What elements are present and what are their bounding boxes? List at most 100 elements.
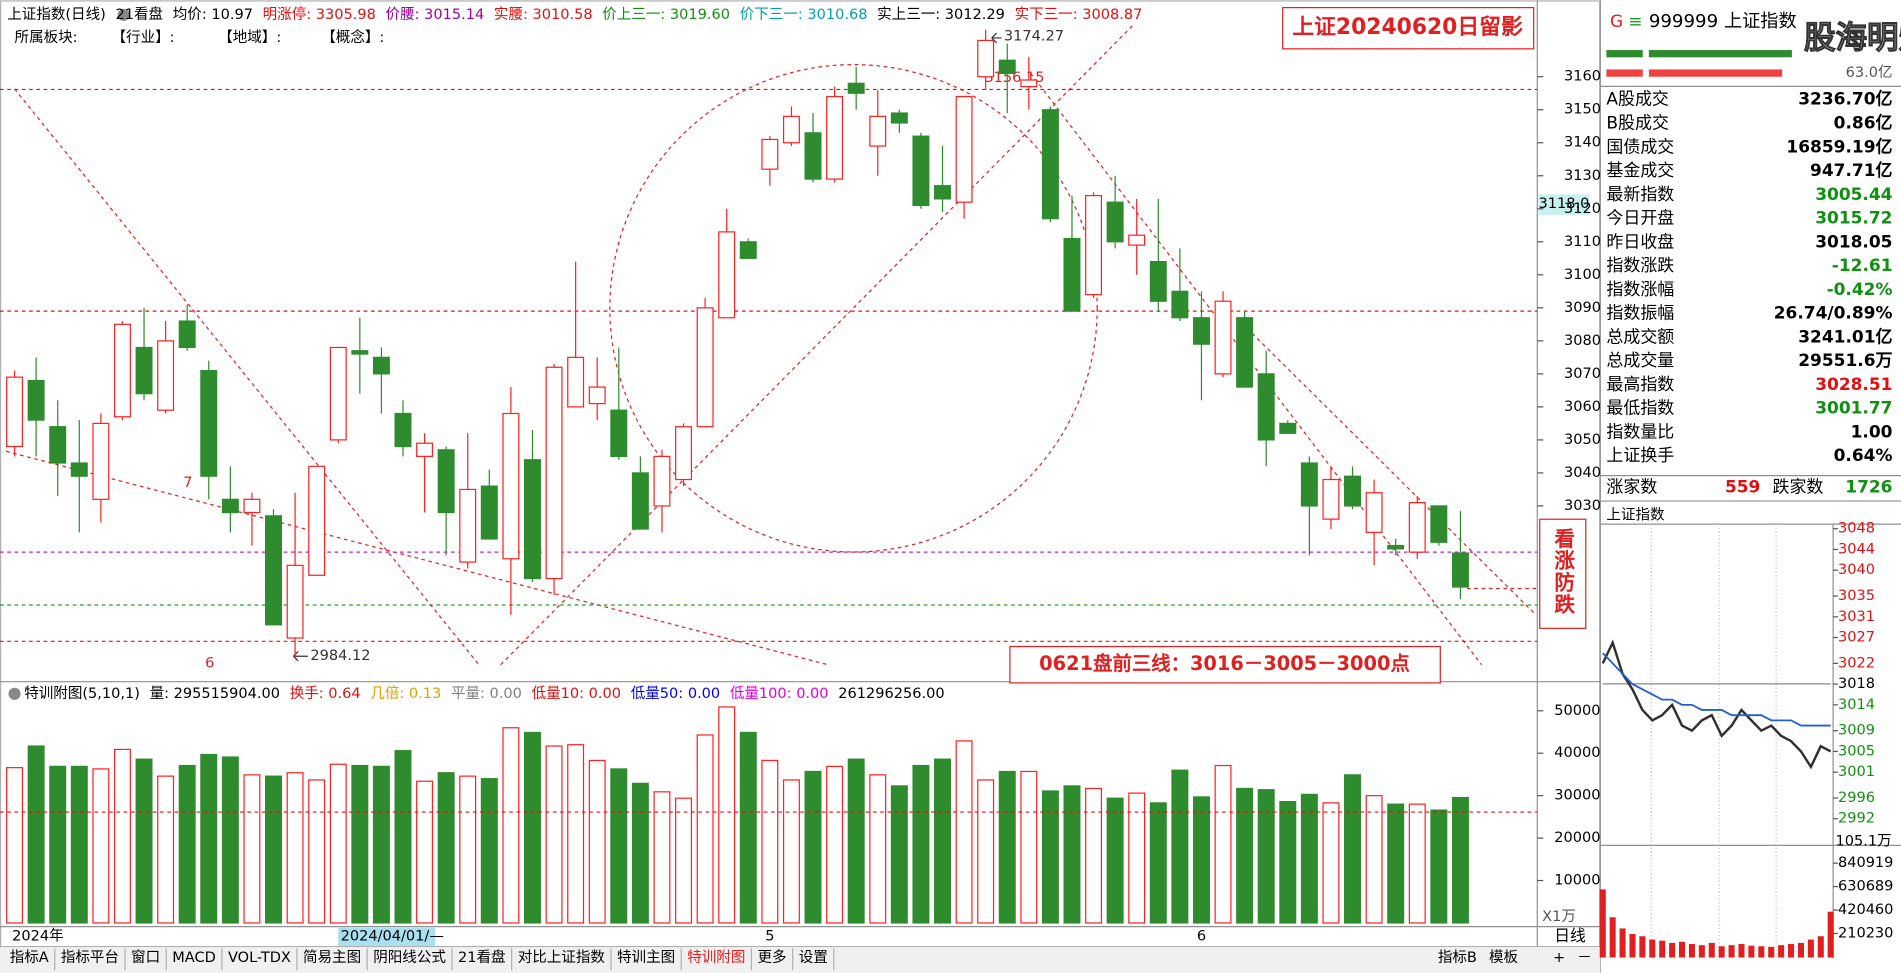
candle-body xyxy=(480,485,498,540)
header-item: 上证指数(日线) xyxy=(7,6,106,23)
candle-body xyxy=(890,112,908,124)
toolbar-tab[interactable]: 指标A xyxy=(10,949,49,966)
y-tick-label: 3005 xyxy=(1838,743,1875,759)
candle-body xyxy=(826,95,844,180)
quote-label: 今日开盘 xyxy=(1606,209,1674,229)
y-tick-label: 3018 xyxy=(1838,676,1875,692)
y-tick-label: 3001 xyxy=(1838,764,1875,780)
candle-body xyxy=(221,498,239,514)
toolbar-tab[interactable]: 21看盘 xyxy=(458,948,506,966)
volume-bar xyxy=(1788,944,1795,958)
toolbar-tab[interactable]: VOL-TDX xyxy=(228,950,291,966)
y-tick-label: 630689 xyxy=(1838,879,1893,895)
header-item: 实下三一: 3008.87 xyxy=(1015,6,1143,23)
volume-bar xyxy=(1708,942,1715,958)
badge[interactable]: ≡ xyxy=(1628,12,1642,32)
toolbar-tab[interactable]: 特训附图 xyxy=(687,949,745,966)
toolbar-tab[interactable]: 窗口 xyxy=(131,948,160,966)
candle-body xyxy=(1451,552,1469,588)
volume-bar xyxy=(1778,945,1785,958)
candle-body xyxy=(70,462,88,477)
toolbar-tab[interactable]: MACD xyxy=(172,950,216,966)
candle-body xyxy=(437,449,455,514)
header-item: 价上三一: 3019.60 xyxy=(602,6,730,23)
volume-header-item: 换手: 0.64 xyxy=(290,685,361,702)
volume-unit: X1万 xyxy=(1542,909,1576,925)
volume-bar xyxy=(826,765,844,924)
indicator-icon[interactable] xyxy=(8,687,21,700)
breadth-label: 跌家数 xyxy=(1772,478,1823,498)
zoom-in[interactable]: + xyxy=(1553,950,1565,966)
y-tick-label: 3022 xyxy=(1838,655,1875,671)
volume-bar xyxy=(1408,803,1426,924)
y-tick-label: 3130 xyxy=(1564,168,1601,184)
toolbar-tab[interactable]: 指标B xyxy=(1438,949,1477,966)
candle-body xyxy=(804,132,822,180)
quote-value: 1.00 xyxy=(1851,422,1893,442)
volume-bar xyxy=(1599,889,1606,958)
candle-body xyxy=(675,426,693,481)
quote-label: B股成交 xyxy=(1606,114,1669,134)
volume-bar xyxy=(221,756,239,924)
quote-value: 3005.44 xyxy=(1815,185,1892,205)
volume-bar xyxy=(977,779,995,924)
volume-bar xyxy=(610,768,628,924)
candle-body xyxy=(329,346,347,441)
volume-bar xyxy=(782,779,800,924)
candle-body xyxy=(1149,261,1167,302)
flow-bar xyxy=(1648,69,1783,77)
flow-bar xyxy=(1606,69,1643,77)
volume-header-item: 低量100: 0.00 xyxy=(730,685,829,702)
badge[interactable]: G xyxy=(1610,12,1623,32)
toolbar-tab[interactable]: 对比上证指数 xyxy=(518,949,606,966)
candle-body xyxy=(1365,492,1383,533)
y-tick-label: 3110 xyxy=(1564,234,1601,250)
period-label[interactable]: 日线 xyxy=(1554,926,1586,945)
candle-body xyxy=(113,323,131,418)
volume-bar xyxy=(1738,944,1745,958)
quote-value: 26.74/0.89% xyxy=(1774,304,1893,324)
candle-body xyxy=(243,498,261,514)
candle-body xyxy=(696,307,714,428)
quote-value: 3028.51 xyxy=(1815,375,1892,395)
toolbar-tab[interactable]: 设置 xyxy=(799,949,828,966)
volume-bar xyxy=(847,758,865,924)
candle-body xyxy=(955,95,973,203)
volume-bar xyxy=(351,764,369,924)
candle-body xyxy=(1192,317,1210,345)
circle-annotation xyxy=(609,63,1098,553)
toolbar-tab[interactable]: 阴阳线公式 xyxy=(373,949,446,966)
volume-header-item: 261296256.00 xyxy=(838,686,944,702)
candle-body xyxy=(782,115,800,144)
toolbar-tab[interactable]: 模板 xyxy=(1489,948,1519,966)
trendline xyxy=(1030,72,1483,666)
volume-bar xyxy=(1649,939,1656,958)
header-item: 实腰: 3010.58 xyxy=(494,6,593,23)
volume-bar xyxy=(157,775,175,924)
candle-body xyxy=(265,515,282,626)
volume-bar xyxy=(545,745,563,924)
toolbar-tab[interactable]: 特训主图 xyxy=(617,949,675,966)
volume-bar xyxy=(70,765,88,924)
toolbar-tab[interactable]: 指标平台 xyxy=(61,949,119,966)
candle-body xyxy=(27,379,45,421)
y-tick-label: 2996 xyxy=(1838,790,1875,806)
volume-bar xyxy=(178,764,196,924)
volume-bar xyxy=(1451,796,1469,924)
zoom-out[interactable]: － xyxy=(1577,950,1592,966)
indicator-icon[interactable] xyxy=(117,8,130,21)
x-tick-label: 5 xyxy=(765,928,774,944)
toolbar-tab[interactable]: 简易主图 xyxy=(303,949,361,966)
toolbar-tab[interactable]: 更多 xyxy=(758,949,787,966)
volume-bar xyxy=(1128,792,1146,924)
volume-bar xyxy=(1758,946,1765,958)
volume-bar xyxy=(502,727,520,924)
volume-bar xyxy=(265,775,282,924)
quote-label: 国债成交 xyxy=(1606,137,1674,157)
volume-bar xyxy=(416,780,434,924)
candle-body xyxy=(545,366,563,580)
volume-bar xyxy=(1797,942,1804,958)
drawn-trendlines xyxy=(5,24,1535,666)
candle-body xyxy=(1085,194,1103,296)
